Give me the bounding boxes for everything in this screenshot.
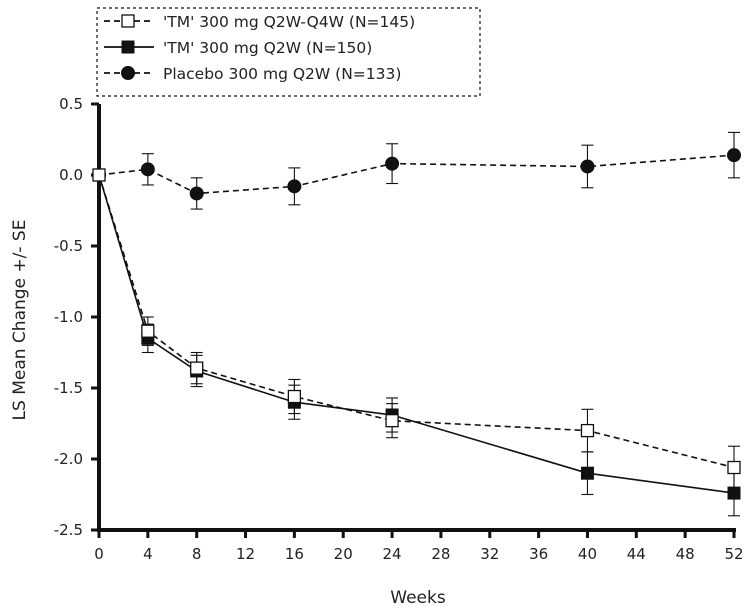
y-tick-label: -1.5 — [54, 379, 83, 397]
data-point — [580, 159, 595, 174]
series-2 — [92, 168, 741, 517]
series-1 — [92, 168, 741, 490]
legend-marker-series-3 — [121, 66, 135, 80]
series-1-line — [98, 174, 735, 469]
x-tick-label: 32 — [480, 545, 499, 563]
x-tick-label: 12 — [236, 545, 255, 563]
data-point — [385, 156, 400, 171]
y-tick-label: -2.5 — [54, 521, 83, 539]
x-tick-label: 52 — [724, 545, 743, 563]
x-tick-label: 4 — [143, 545, 153, 563]
y-tick-label: -2.0 — [54, 450, 83, 468]
legend-label-series-2: 'TM' 300 mg Q2W (N=150) — [163, 39, 372, 57]
legend-label-series-3: Placebo 300 mg Q2W (N=133) — [163, 65, 401, 83]
axes: 0.50.0-0.5-1.0-1.5-2.0-2.50 4 8 12 16 20 24 28 3… — [54, 95, 744, 563]
x-axis-title: Weeks — [390, 588, 446, 608]
x-tick-label: 16 — [285, 545, 304, 563]
data-point — [189, 186, 204, 201]
data-point — [287, 389, 302, 404]
data-point — [92, 168, 106, 182]
x-tick-label: 48 — [676, 545, 695, 563]
x-tick-label: 36 — [529, 545, 548, 563]
legend-label-series-1: 'TM' 300 mg Q2W-Q4W (N=145) — [163, 13, 415, 31]
series-2-line — [98, 174, 735, 494]
x-tick-label: 28 — [431, 545, 450, 563]
data-point — [140, 162, 155, 177]
y-tick-label: 0.0 — [59, 166, 83, 184]
x-tick-label: 8 — [192, 545, 202, 563]
y-tick-label: -0.5 — [54, 237, 83, 255]
data-point — [141, 324, 155, 338]
y-tick-label: 0.5 — [59, 95, 83, 113]
y-tick-label: -1.0 — [54, 308, 83, 326]
x-tick-label: 44 — [627, 545, 646, 563]
x-tick-label: 20 — [334, 545, 353, 563]
legend-marker-series-2 — [121, 40, 135, 54]
data-point — [287, 179, 302, 194]
data-point — [580, 423, 595, 438]
legend-box — [96, 7, 481, 97]
data-point — [190, 361, 204, 375]
y-axis-title: LS Mean Change +/- SE — [10, 220, 30, 421]
x-tick-label: 40 — [578, 545, 597, 563]
legend-marker-series-1 — [121, 14, 135, 28]
series-layer — [92, 131, 741, 517]
data-point — [727, 460, 741, 475]
series-3 — [92, 131, 741, 210]
data-point — [385, 414, 399, 428]
data-point — [727, 148, 741, 163]
x-tick-label: 24 — [383, 545, 402, 563]
data-point — [580, 466, 594, 480]
legend: 'TM' 300 mg Q2W-Q4W (N=145) 'TM' 300 mg … — [96, 7, 481, 97]
x-tick-label: 0 — [94, 545, 104, 563]
